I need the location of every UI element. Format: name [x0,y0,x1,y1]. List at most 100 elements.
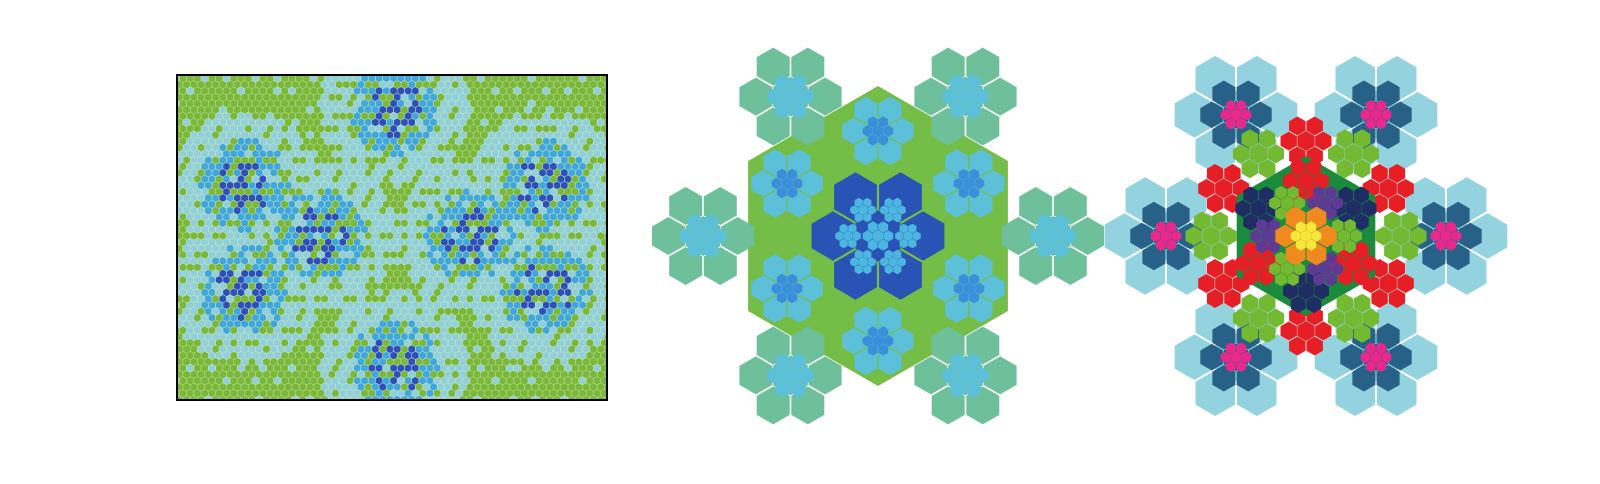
arm-detail [942,353,989,398]
tiling-cell [608,288,615,296]
arm-detail [680,214,726,258]
tiling-cell [608,301,615,309]
panel-colored-snowflake-cluster [1104,56,1508,416]
tiling-cell [608,351,615,359]
tiling-cell [168,131,175,139]
tiling-cell [604,80,607,89]
tiling-cell [168,282,175,290]
outer-flake-center [1360,342,1392,372]
arm-detail [942,74,989,119]
tiling-cell [608,251,615,259]
tiling-cell [608,74,615,82]
tiling-cell [604,231,607,240]
tiling-cell [604,244,607,253]
tiling-cell [608,200,615,208]
tiling-cell [604,131,607,139]
core-detail [835,223,861,249]
tiling-cell [604,370,607,379]
outer-flake-center [1360,100,1392,130]
tiling-cell [168,295,175,303]
tiling-cell [168,257,175,265]
tiling-cell [604,307,607,316]
ring-flake [1328,129,1379,179]
tiling-cell [168,332,175,340]
tiling-cell [168,93,175,101]
tiling-cell [604,143,607,152]
ring-flake [1198,164,1250,213]
tiling-cell [608,188,615,196]
outer-flake-center [1220,342,1252,372]
tiling-cell [608,112,615,120]
arm-detail [767,74,814,119]
core-detail [880,197,906,223]
tiling-cell [168,370,175,378]
tiling-cell [608,326,615,334]
tiling-cell [608,162,615,170]
tiling-cell [168,156,175,164]
tiling-cell [604,156,607,165]
tiling-cell [168,143,175,151]
core-detail [850,249,876,275]
tiling-cell [608,314,615,322]
panel-frame [176,74,608,401]
arm-detail [1030,214,1076,258]
tiling-cell [604,105,607,114]
tiling-cell [608,99,615,107]
core-detail [880,249,906,275]
tiling-cell [168,395,175,403]
tiling-cell [168,219,175,227]
outer-flake-center [1430,221,1462,251]
ring-flake [1328,293,1379,343]
tiling-cell [608,364,615,372]
mid-ring-detail [953,273,985,304]
mid-ring-detail [953,168,985,199]
tiling-cell [168,320,175,328]
tiling-cell [608,125,615,133]
tiling-cell [608,339,615,347]
tiling-cell [604,206,607,215]
tiling-cell [604,219,607,228]
ring-flake [1233,293,1284,343]
tiling-cell [168,68,175,76]
tiling-cell [604,93,607,102]
tiling-cell [604,168,607,177]
tiling-cell [604,282,607,291]
core-detail [850,197,876,223]
tiling-cell [608,137,615,145]
panel-tiling-patch [168,68,615,403]
tiling-cell [604,294,607,303]
tiling-cell [608,276,615,284]
core-yellow [1290,221,1322,251]
tiling-cell [168,269,175,277]
tiling-cell [604,345,607,354]
tiling-cell [604,257,607,265]
mid-ring-detail [862,326,894,356]
mid-ring-detail [771,168,803,199]
tiling-cell [168,307,175,315]
tiling-cell [168,383,175,391]
ring-flake [1233,129,1284,179]
tiling-cell [168,118,175,126]
core-center [862,221,894,251]
inner-ring-flake [1250,218,1286,254]
tiling-cell [608,238,615,246]
tiling-cell [604,383,607,391]
tiling-cell [608,175,615,183]
outer-flake-center [1220,100,1252,130]
mid-ring-detail [862,116,894,146]
ring-flake [1375,211,1427,261]
tiling-cell [168,232,175,240]
inner-flake [1235,186,1282,231]
tiling-cell [168,106,175,114]
core-detail [895,223,921,249]
mid-ring-detail [771,273,803,304]
tiling-cell [608,263,615,271]
tiling-cell [168,358,175,366]
tiling-cell [604,332,607,341]
tiling-cell [608,389,615,397]
tiling-cell [168,169,175,177]
tiling-cell [608,225,615,233]
tiling-cell [608,150,615,158]
arm-detail [767,353,814,398]
tiling-cell [168,345,175,353]
